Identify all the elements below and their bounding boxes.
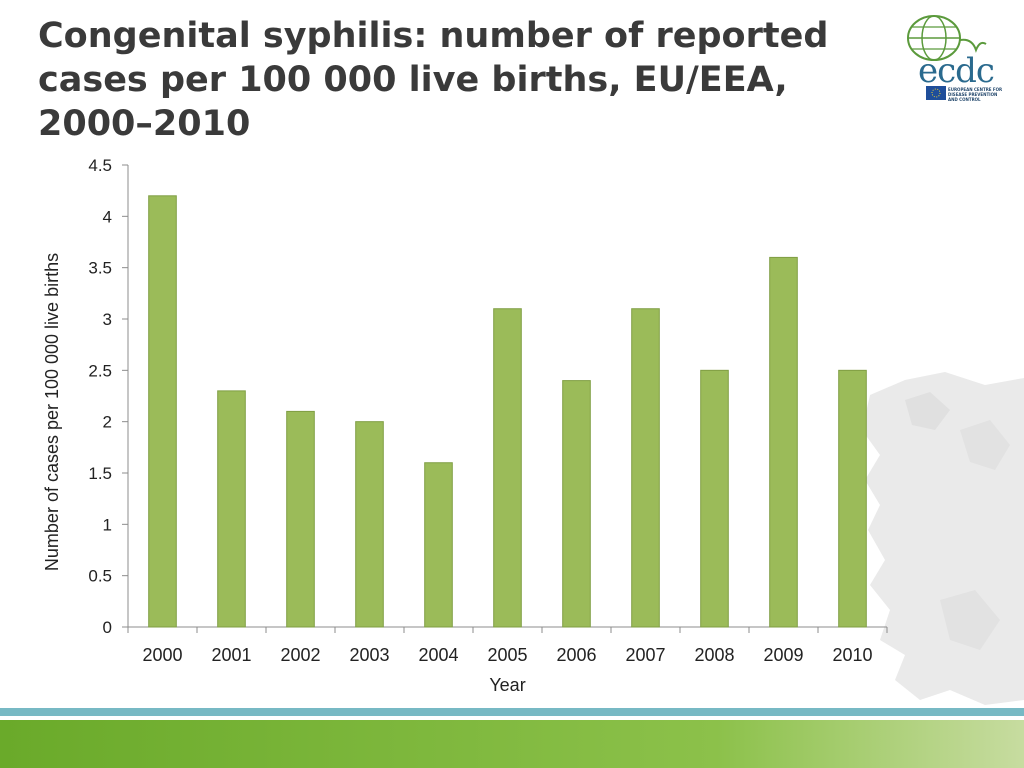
y-tick-label: 0 [103, 618, 112, 637]
logo-wordmark: ecdc [918, 51, 995, 91]
bar-2002 [286, 410, 315, 628]
y-tick-label: 1 [103, 515, 112, 534]
x-tick-label: 2003 [349, 645, 389, 665]
footer-band [0, 720, 1024, 768]
y-tick-label: 3 [103, 310, 112, 329]
title-line-2: cases per 100 000 live births, EU/EEA, [38, 60, 788, 100]
title-line-1: Congenital syphilis: number of reported [38, 16, 829, 56]
title-line-3: 2000–2010 [38, 104, 251, 144]
bar-2005 [493, 308, 522, 628]
bar-2000 [148, 195, 177, 628]
x-tick-label: 2006 [556, 645, 596, 665]
x-tick-label: 2008 [694, 645, 734, 665]
x-tick-label: 2000 [142, 645, 182, 665]
y-tick-label: 4 [103, 207, 112, 226]
slide-title: Congenital syphilis: number of reported … [38, 14, 878, 146]
x-axis-title: Year [489, 675, 525, 695]
bar-2006 [562, 380, 591, 628]
x-tick-label: 2001 [211, 645, 251, 665]
bar-2003 [355, 421, 384, 628]
y-tick-label: 0.5 [88, 567, 112, 586]
x-tick-label: 2004 [418, 645, 458, 665]
globe-icon [907, 15, 987, 100]
y-tick-label: 3.5 [88, 259, 112, 278]
bar-2001 [217, 390, 246, 628]
bar-2008 [700, 369, 729, 628]
y-axis-title: Number of cases per 100 000 live births [42, 253, 62, 571]
x-tick-label: 2009 [763, 645, 803, 665]
y-tick-label: 4.5 [88, 156, 112, 175]
x-tick-label: 2010 [832, 645, 872, 665]
footer-divider [0, 708, 1024, 716]
y-tick-label: 1.5 [88, 464, 112, 483]
x-tick-label: 2002 [280, 645, 320, 665]
x-tick-label: 2007 [625, 645, 665, 665]
y-tick-label: 2 [103, 413, 112, 432]
x-tick-label: 2005 [487, 645, 527, 665]
ecdc-logo: ecdc EUROPEAN CENTRE FOR DISEASE PREVENT… [900, 10, 1008, 106]
logo-subtitle: EUROPEAN CENTRE FOR DISEASE PREVENTION A… [948, 87, 1003, 102]
y-tick-label: 2.5 [88, 361, 112, 380]
bar-2004 [424, 462, 453, 628]
bar-2010 [838, 369, 867, 628]
bar-2009 [769, 256, 798, 628]
bar-2007 [631, 308, 660, 628]
